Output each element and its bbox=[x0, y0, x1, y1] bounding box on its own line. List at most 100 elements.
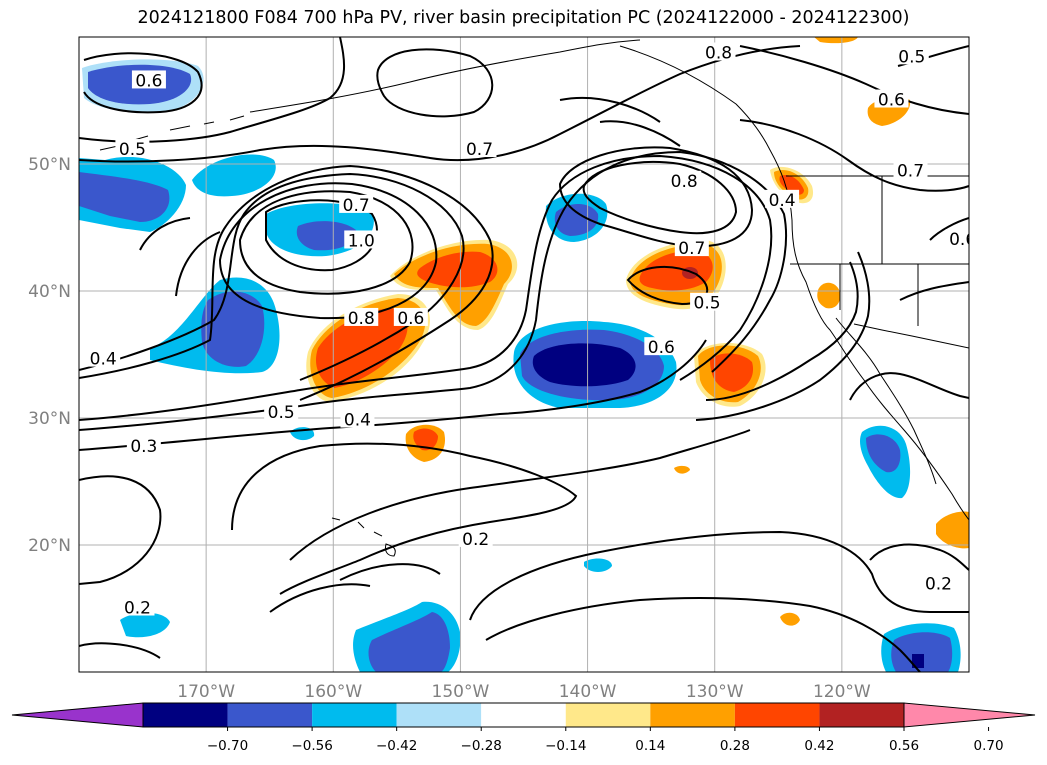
contour-label-text: 0.6 bbox=[949, 230, 976, 250]
map-frame bbox=[78, 36, 970, 673]
contour-label-text: 0.5 bbox=[268, 403, 295, 423]
coastlines bbox=[99, 39, 969, 557]
contour-label: 0.8 bbox=[701, 42, 736, 64]
contour-label: 0.4 bbox=[340, 409, 375, 431]
contour-label-text: 0.8 bbox=[671, 172, 698, 192]
contour-label-bg bbox=[126, 436, 161, 455]
contour-label-bg bbox=[945, 229, 969, 248]
pv-contour-line bbox=[695, 251, 871, 421]
lon-tick-label: 160°W bbox=[304, 682, 362, 702]
colorbar-tick-label: −0.56 bbox=[291, 738, 332, 754]
colorbar-bin bbox=[481, 703, 566, 727]
precip-region-neg bbox=[584, 558, 612, 572]
contour-label: 0.7 bbox=[674, 238, 709, 259]
precip-region-pos bbox=[780, 612, 800, 626]
lat-tick-label: 20°N bbox=[28, 536, 71, 556]
pv-contour-line bbox=[869, 543, 969, 571]
contour-label-bg bbox=[893, 160, 928, 179]
contour-label: 0.8 bbox=[667, 170, 702, 192]
contour-label-text: 0.8 bbox=[348, 309, 375, 329]
contour-label-bg bbox=[340, 409, 375, 428]
lon-tick-label: 140°W bbox=[559, 682, 617, 702]
contour-label-bg bbox=[690, 292, 725, 311]
colorbar-bin bbox=[396, 703, 482, 727]
contour-label-bg bbox=[393, 307, 428, 326]
contour-label-bg bbox=[344, 307, 379, 326]
contour-label: 0.7 bbox=[893, 160, 928, 182]
precip-region-pos bbox=[817, 282, 841, 309]
contour-label-bg bbox=[120, 597, 155, 616]
pv-contour-line bbox=[739, 119, 969, 192]
contour-label-bg bbox=[765, 189, 800, 208]
precip-region-neg bbox=[891, 632, 953, 672]
pv-contour-line bbox=[238, 190, 414, 295]
contour-label-bg bbox=[131, 70, 166, 89]
colorbar-extend-max bbox=[903, 702, 1036, 728]
precip-region-pos bbox=[315, 308, 408, 388]
lon-tick-label: 130°W bbox=[686, 682, 744, 702]
pv-contour-line bbox=[558, 146, 754, 248]
contour-label: 0.6 bbox=[393, 307, 428, 329]
precip-region-pos bbox=[417, 251, 498, 288]
contour-label-text: 0.2 bbox=[124, 599, 151, 619]
contour-label-bg bbox=[339, 194, 374, 213]
precip-region-pos bbox=[936, 511, 969, 549]
pv-contour-line bbox=[705, 261, 859, 401]
coastline-north-america bbox=[619, 45, 969, 521]
contour-label: 0.6 bbox=[644, 337, 679, 358]
contour-labels: 0.6 0.5 0.7 1.0 0.8 0.6 0.4 0.5 0.4 0.3 0.7 0.2 0.2 0… bbox=[86, 42, 976, 619]
colorbar-bin bbox=[819, 703, 904, 727]
contour-label-text: 0.6 bbox=[878, 91, 905, 111]
contour-label-text: 1.0 bbox=[348, 231, 375, 251]
precip-region-neg bbox=[192, 154, 276, 197]
colorbar: −0.70 −0.56 −0.42 −0.28 −0.14 0.14 0.28 0.42 0.5… bbox=[11, 702, 1036, 754]
contour-label-bg bbox=[344, 230, 379, 249]
precip-region-neg bbox=[120, 612, 170, 638]
contour-label: 0.5 bbox=[264, 401, 299, 423]
contour-label-text: 0.7 bbox=[343, 196, 370, 216]
precip-region-neg bbox=[866, 434, 901, 473]
contour-label-text: 0.2 bbox=[462, 530, 489, 550]
colorbar-bin bbox=[565, 703, 651, 727]
pv-contour-line bbox=[376, 48, 494, 118]
pv-contour-line bbox=[582, 161, 738, 235]
colorbar-bin bbox=[734, 703, 820, 727]
map-panel: 0.6 0.5 0.7 1.0 0.8 0.6 0.4 0.5 0.4 0.3 0.7 0.2 0.2 0… bbox=[78, 36, 976, 673]
colorbar-tick-label: 0.28 bbox=[720, 738, 750, 754]
contour-label: 0.6 bbox=[131, 70, 166, 91]
contour-label-text: 0.5 bbox=[119, 140, 146, 160]
lat-tick-label: 50°N bbox=[28, 155, 71, 175]
lon-tick-label: 150°W bbox=[432, 682, 490, 702]
colorbar-extend-min bbox=[11, 702, 144, 728]
pv-contour-line bbox=[79, 164, 494, 401]
contour-label-bg bbox=[458, 528, 493, 547]
contour-label-bg bbox=[644, 337, 679, 356]
coastline-aleutians bbox=[99, 115, 245, 151]
contour-label-text: 0.4 bbox=[344, 411, 371, 431]
colorbar-tick-label: 0.70 bbox=[974, 738, 1004, 754]
colorbar-tick-label: −0.70 bbox=[207, 738, 248, 754]
contour-label-text: 0.7 bbox=[897, 162, 924, 182]
contour-label: 0.3 bbox=[126, 436, 161, 457]
pv-contour-line bbox=[79, 37, 346, 143]
contour-label-text: 0.4 bbox=[769, 191, 796, 211]
pv-contour-line bbox=[739, 45, 969, 115]
precip-region-neg bbox=[532, 343, 636, 387]
coastline-hawaii bbox=[331, 517, 396, 557]
colorbar-tick-label: 0.56 bbox=[889, 738, 919, 754]
pv-contour-line bbox=[929, 217, 969, 241]
pv-contour-line bbox=[79, 563, 441, 659]
latitude-axis: 20°N 30°N 40°N 50°N bbox=[28, 155, 71, 556]
contour-label-text: 0.5 bbox=[898, 47, 925, 67]
pv-contour-line bbox=[469, 530, 969, 621]
contour-label-text: 0.6 bbox=[648, 338, 675, 358]
pv-contour-line bbox=[79, 475, 162, 585]
precip-region-neg bbox=[368, 612, 450, 672]
contour-label-bg bbox=[894, 46, 929, 65]
colorbar-tick-label: 0.42 bbox=[804, 738, 834, 754]
colorbar-bin bbox=[312, 703, 397, 727]
contour-label-text: 0.2 bbox=[925, 574, 952, 594]
contour-label: 0.5 bbox=[690, 292, 725, 314]
lon-tick-label: 120°W bbox=[813, 682, 871, 702]
